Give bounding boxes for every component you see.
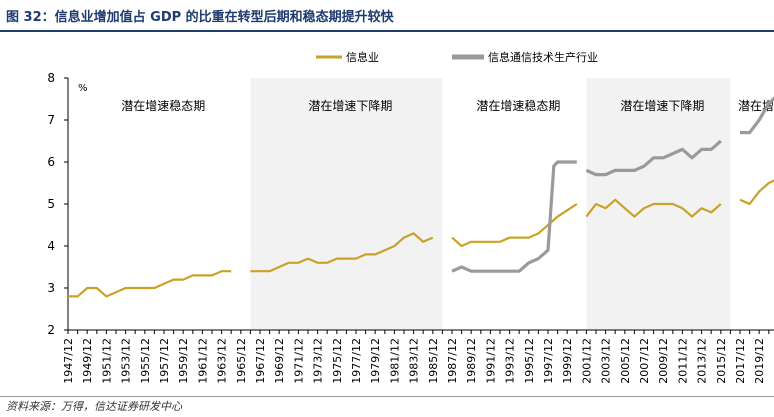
x-tick-label-34: 2015/12 bbox=[715, 338, 728, 384]
series-1-segment-1 bbox=[585, 139, 722, 177]
period-label-0: 潜在增速稳态期 bbox=[121, 98, 205, 113]
x-tick-label-32: 2011/12 bbox=[676, 338, 689, 384]
series-0-segment-1 bbox=[250, 232, 434, 273]
period-shade-1 bbox=[250, 78, 443, 330]
x-tick-label-21: 1989/12 bbox=[465, 338, 478, 384]
x-tick-label-23: 1993/12 bbox=[504, 338, 517, 384]
x-tick-label-7: 1961/12 bbox=[196, 338, 209, 384]
x-tick-label-16: 1979/12 bbox=[369, 338, 382, 384]
x-tick-label-29: 2005/12 bbox=[619, 338, 632, 384]
legend-label-0: 信息业 bbox=[346, 50, 379, 64]
x-tick-label-33: 2013/12 bbox=[696, 338, 709, 384]
x-tick-label-11: 1969/12 bbox=[273, 338, 286, 384]
x-tick-label-27: 2001/12 bbox=[580, 338, 593, 384]
period-label-1: 潜在增速下降期 bbox=[308, 99, 392, 113]
x-tick-label-9: 1965/12 bbox=[235, 338, 248, 384]
x-tick-label-5: 1957/12 bbox=[158, 338, 171, 384]
y-tick-label-0: 2 bbox=[47, 323, 55, 337]
x-tick-label-13: 1973/12 bbox=[312, 338, 325, 384]
series-0-segment-4 bbox=[739, 179, 774, 206]
x-tick-label-15: 1977/12 bbox=[350, 338, 363, 384]
y-axis-unit: % bbox=[78, 83, 88, 94]
x-tick-label-30: 2007/12 bbox=[638, 338, 651, 384]
series-1-segment-2 bbox=[740, 96, 774, 135]
x-tick-label-28: 2003/12 bbox=[600, 338, 613, 384]
series-0-segment-3 bbox=[585, 198, 722, 218]
source-note: 资料来源：万得，信达证券研发中心 bbox=[6, 400, 182, 413]
x-tick-label-3: 1953/12 bbox=[120, 338, 133, 384]
y-tick-label-5: 7 bbox=[47, 113, 55, 127]
x-tick-label-19: 1985/12 bbox=[427, 338, 440, 384]
y-tick-label-3: 5 bbox=[47, 197, 55, 211]
x-tick-label-0: 1947/12 bbox=[62, 338, 75, 384]
page-title: 图 32：信息业增加值占 GDP 的比重在转型后期和稳态期提升较快 bbox=[6, 10, 394, 25]
x-tick-label-22: 1991/12 bbox=[484, 338, 497, 384]
x-tick-label-10: 1967/12 bbox=[254, 338, 267, 384]
x-tick-label-18: 1983/12 bbox=[408, 338, 421, 384]
y-tick-label-6: 8 bbox=[47, 71, 55, 85]
x-tick-label-17: 1981/12 bbox=[388, 338, 401, 384]
x-tick-label-14: 1975/12 bbox=[331, 338, 344, 384]
x-tick-label-4: 1955/12 bbox=[139, 338, 152, 384]
x-tick-label-1: 1949/12 bbox=[81, 338, 94, 384]
series-0-segment-0 bbox=[68, 270, 232, 298]
x-tick-label-6: 1959/12 bbox=[177, 338, 190, 384]
x-tick-label-25: 1997/12 bbox=[542, 338, 555, 384]
x-tick-label-20: 1987/12 bbox=[446, 338, 459, 384]
x-tick-label-37: 2021/12 bbox=[772, 338, 774, 384]
title-divider bbox=[0, 30, 774, 32]
x-tick-label-31: 2009/12 bbox=[657, 338, 670, 384]
y-tick-label-4: 6 bbox=[47, 155, 55, 169]
footer-divider bbox=[0, 396, 774, 397]
x-tick-label-35: 2017/12 bbox=[734, 338, 747, 384]
x-tick-label-26: 1999/12 bbox=[561, 338, 574, 384]
series-1-segment-0 bbox=[451, 160, 577, 273]
x-tick-label-12: 1971/12 bbox=[292, 338, 305, 384]
legend-label-1: 信息通信技术生产行业 bbox=[488, 50, 598, 64]
series-0-segment-2 bbox=[451, 203, 578, 248]
x-tick-label-2: 1951/12 bbox=[100, 338, 113, 384]
period-label-2: 潜在增速稳态期 bbox=[476, 98, 560, 113]
period-label-3: 潜在增速下降期 bbox=[620, 99, 704, 113]
y-tick-label-1: 3 bbox=[47, 281, 55, 295]
x-tick-label-8: 1963/12 bbox=[216, 338, 229, 384]
x-tick-label-24: 1995/12 bbox=[523, 338, 536, 384]
x-tick-label-36: 2019/12 bbox=[753, 338, 766, 384]
y-tick-label-2: 4 bbox=[47, 239, 55, 253]
